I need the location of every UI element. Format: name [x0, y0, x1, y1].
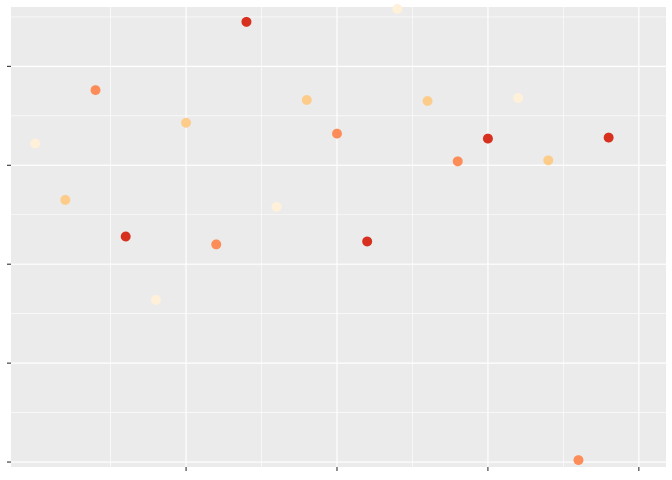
- data-point: [331, 128, 342, 139]
- data-point: [482, 133, 493, 144]
- minor-grid: [11, 7, 666, 467]
- data-point: [60, 194, 71, 205]
- data-point: [301, 94, 312, 105]
- data-point: [271, 201, 282, 212]
- data-point: [181, 117, 192, 128]
- data-point: [543, 155, 554, 166]
- data-point: [392, 3, 403, 14]
- data-point: [422, 95, 433, 106]
- data-point: [513, 93, 524, 104]
- data-point: [573, 455, 584, 466]
- data-point: [211, 239, 222, 250]
- data-point: [603, 132, 614, 143]
- data-point: [150, 294, 161, 305]
- major-grid: [11, 7, 666, 467]
- plot-panel: [11, 7, 666, 467]
- data-point: [90, 85, 101, 96]
- data-point: [120, 231, 131, 242]
- axis-ticks: [7, 65, 640, 471]
- data-point: [241, 16, 252, 27]
- data-point: [362, 236, 373, 247]
- data-point: [30, 138, 41, 149]
- points-layer: [30, 3, 614, 466]
- data-point: [452, 156, 463, 167]
